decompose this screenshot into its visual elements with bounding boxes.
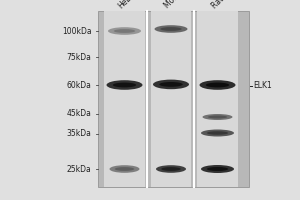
Text: 25kDa: 25kDa: [67, 164, 92, 173]
Bar: [197, 11, 238, 187]
Ellipse shape: [208, 116, 227, 118]
Text: 35kDa: 35kDa: [67, 130, 92, 138]
Text: 60kDa: 60kDa: [67, 81, 92, 90]
Ellipse shape: [108, 27, 141, 35]
Ellipse shape: [201, 165, 234, 173]
Ellipse shape: [161, 167, 181, 171]
Text: Mouse placenta: Mouse placenta: [163, 0, 212, 10]
Bar: [151, 11, 191, 187]
Ellipse shape: [202, 114, 232, 120]
Ellipse shape: [115, 167, 134, 171]
Text: 100kDa: 100kDa: [62, 26, 92, 36]
Ellipse shape: [153, 80, 189, 89]
Ellipse shape: [154, 25, 188, 33]
Ellipse shape: [113, 83, 136, 87]
Ellipse shape: [114, 29, 135, 33]
Ellipse shape: [201, 130, 234, 136]
Ellipse shape: [110, 165, 140, 173]
Text: Rat heart: Rat heart: [210, 0, 242, 10]
Ellipse shape: [206, 83, 229, 87]
Ellipse shape: [106, 80, 142, 90]
Ellipse shape: [156, 165, 186, 173]
Text: 45kDa: 45kDa: [67, 110, 92, 118]
Ellipse shape: [200, 80, 236, 90]
Text: HeLa: HeLa: [117, 0, 137, 10]
Ellipse shape: [207, 167, 228, 171]
Ellipse shape: [160, 27, 182, 31]
Text: 75kDa: 75kDa: [67, 52, 92, 62]
Text: ELK1: ELK1: [254, 81, 272, 90]
Bar: [98, 11, 249, 187]
Ellipse shape: [159, 82, 183, 87]
Ellipse shape: [207, 131, 228, 135]
Bar: [104, 11, 145, 187]
